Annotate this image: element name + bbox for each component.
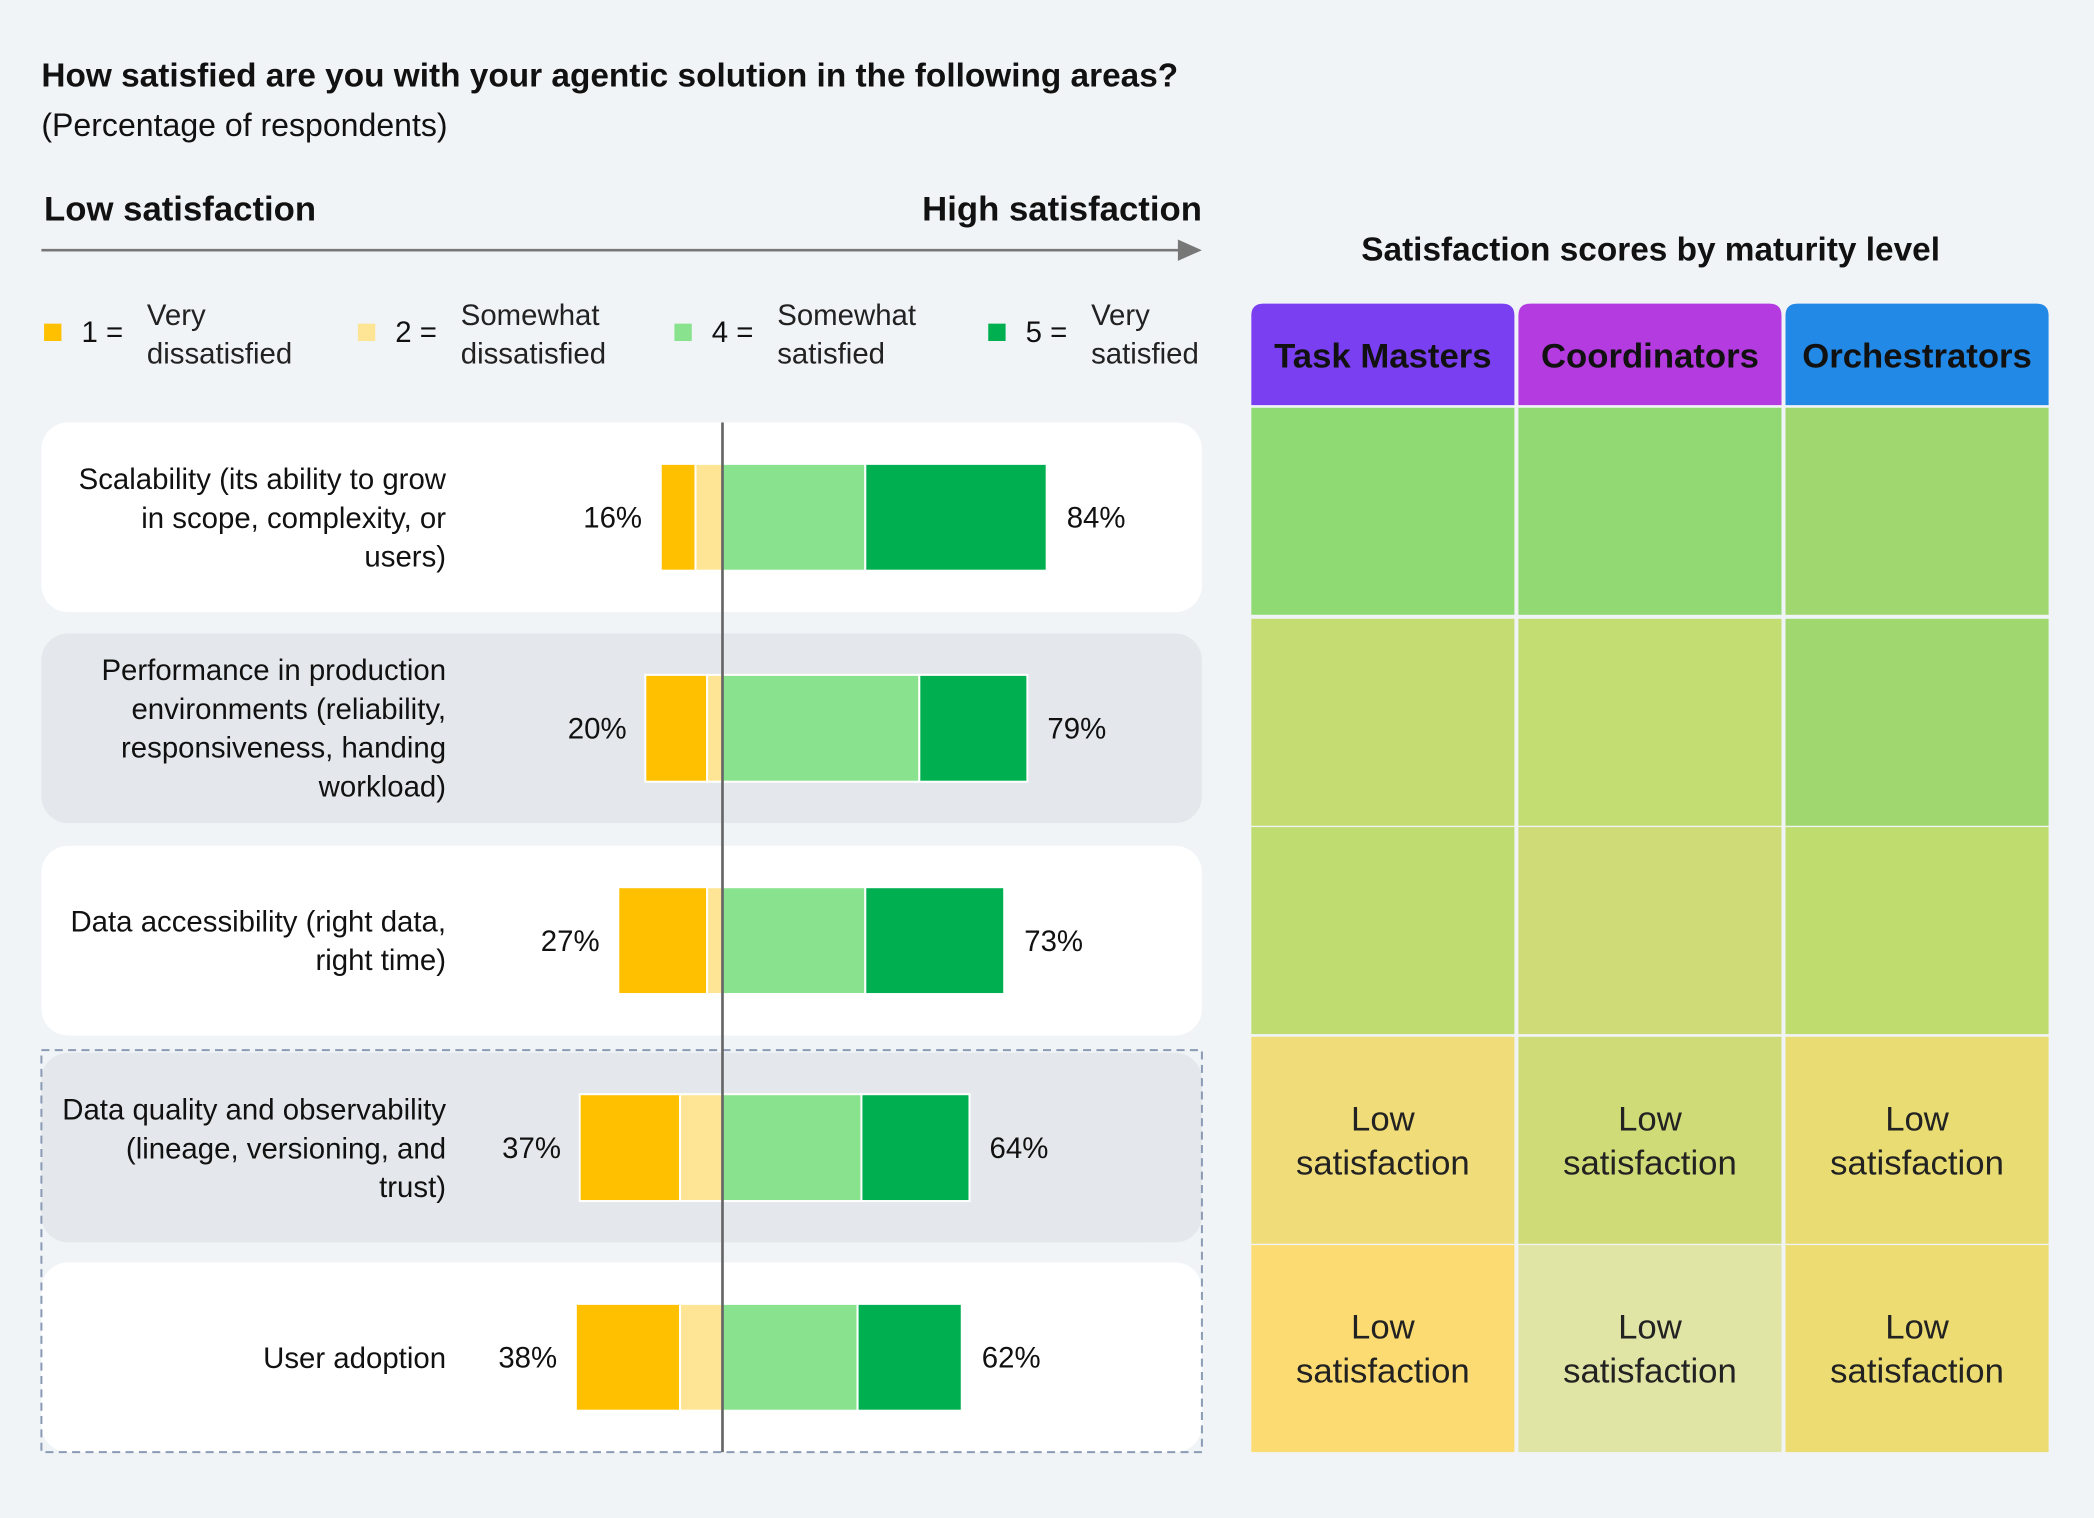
heatmap-cell [1785, 618, 2049, 826]
heatmap-cell-label-box: Low satisfaction [1830, 1097, 2004, 1182]
highlight-box [40, 1049, 1203, 1454]
category-label-box: Scalability (its ability to grow in scop… [78, 461, 447, 573]
bar-segment [721, 886, 867, 996]
heatmap-cell [1785, 827, 2049, 1035]
category-label: Data quality and observability (lineage,… [62, 1092, 447, 1204]
bar-segment [574, 1302, 682, 1412]
bar-segment [578, 1093, 682, 1203]
column-header [1251, 303, 1515, 406]
legend-key: 4 = [712, 316, 754, 349]
legend-key: 2 = [395, 316, 437, 349]
heatmap-cell-label-box: Low satisfaction [1296, 1305, 1470, 1391]
bar-segment [918, 673, 1029, 783]
bar-segment [706, 673, 724, 783]
legend-swatch [44, 323, 62, 342]
heatmap-cell-label: Low satisfaction [1296, 1097, 1470, 1182]
bar-segment [860, 1093, 971, 1203]
heatmap-cell [1785, 1245, 2049, 1453]
bar-segment [706, 886, 724, 996]
low-total-label: 38% [498, 1342, 557, 1375]
high-total-label: 79% [1047, 713, 1106, 746]
heatmap-cell-label-box: Low satisfaction [1563, 1305, 1737, 1391]
bar-segment [721, 462, 867, 572]
legend-label-box: Very dissatisfied [146, 298, 293, 371]
heatmap-cell [1518, 618, 1782, 826]
heatmap-cell-label: Low satisfaction [1296, 1305, 1470, 1391]
legend-label-box: Somewhat satisfied [777, 298, 917, 371]
legend-label-box: Somewhat dissatisfied [460, 298, 607, 371]
category-label: Data accessibility (right data, right ti… [70, 904, 447, 977]
heatmap-cell [1251, 407, 1515, 615]
bar-segment [679, 1093, 724, 1203]
bar-segment [659, 462, 697, 572]
heatmap-cell [1785, 1036, 2049, 1244]
column-header-label: Task Masters [1274, 338, 1491, 376]
heatmap-cell-label: Low satisfaction [1830, 1097, 2004, 1182]
heatmap-cell [1518, 407, 1782, 615]
category-label-box: User adoption [263, 1340, 447, 1374]
heatmap-cell-label: Low satisfaction [1563, 1305, 1737, 1391]
heatmap-cell [1251, 618, 1515, 826]
heatmap-cell [1251, 827, 1515, 1035]
legend-label: Somewhat dissatisfied [460, 298, 607, 371]
axis-low-label: Low satisfaction [44, 191, 316, 229]
bar-segment [617, 886, 709, 996]
axis-arrow-head [1177, 239, 1202, 261]
low-total-label: 27% [541, 925, 600, 958]
column-header [1518, 303, 1782, 406]
heatmap-cell [1518, 827, 1782, 1035]
bar-segment [644, 673, 709, 783]
low-total-label: 37% [502, 1132, 561, 1165]
heatmap-cell [1518, 1036, 1782, 1244]
legend-swatch [357, 323, 376, 342]
bar-segment [721, 673, 921, 783]
legend-label: Very satisfied [1091, 298, 1199, 371]
heatmap-cell-label-box: Low satisfaction [1830, 1305, 2004, 1391]
high-total-label: 84% [1067, 502, 1126, 535]
low-total-label: 16% [583, 502, 642, 535]
high-total-label: 64% [990, 1132, 1049, 1165]
bars: 16% 84% 20% 79% 27% 73% 37% 64% 38% 62% [498, 422, 1126, 1453]
low-total-label: 20% [568, 713, 627, 746]
bar-segment [864, 886, 1006, 996]
column-header [1785, 303, 2049, 406]
legend-key: 1 = [81, 316, 123, 349]
chart-subtitle: (Percentage of respondents) [41, 107, 447, 143]
heatmap-cell [1251, 1245, 1515, 1453]
axis-high-label: High satisfaction [922, 191, 1202, 229]
column-header-label: Coordinators [1541, 338, 1759, 376]
heatmap-title: Satisfaction scores by maturity level [1361, 231, 1940, 268]
bar-segment [864, 462, 1048, 572]
heatmap-cell [1785, 407, 2049, 615]
heatmap-cell-label-box: Low satisfaction [1296, 1097, 1470, 1182]
category-label: Performance in production environments (… [101, 653, 447, 804]
category-label: User adoption [263, 1340, 447, 1374]
category-label: Scalability (its ability to grow in scop… [78, 461, 447, 573]
legend-swatch [674, 323, 692, 342]
category-label-box: Data quality and observability (lineage,… [62, 1092, 447, 1204]
category-label-box: Data accessibility (right data, right ti… [70, 904, 447, 977]
high-total-label: 73% [1024, 925, 1083, 958]
heatmap: Task Masters Coordinators Orchestrators Low… [1251, 303, 2049, 1453]
legend-key: 5 = [1026, 316, 1068, 349]
heatmap-cell-label-box: Low satisfaction [1563, 1097, 1737, 1182]
legend-label: Very dissatisfied [146, 298, 293, 371]
high-total-label: 62% [982, 1342, 1041, 1375]
heatmap-cell-label: Low satisfaction [1563, 1097, 1737, 1182]
bar-segment [694, 462, 724, 572]
column-header-label: Orchestrators [1802, 338, 2032, 376]
bar-segment [679, 1302, 724, 1412]
legend-label-box: Very satisfied [1091, 298, 1199, 371]
category-label-box: Performance in production environments (… [101, 653, 447, 804]
legend-swatch [988, 323, 1006, 342]
bar-segment [721, 1302, 859, 1412]
heatmap-cell [1251, 1036, 1515, 1244]
bar-segment [856, 1302, 963, 1412]
chart-title: How satisfied are you with your agentic … [41, 58, 1178, 95]
heatmap-cell-label: Low satisfaction [1830, 1305, 2004, 1391]
heatmap-cell [1518, 1245, 1782, 1453]
bar-segment [721, 1093, 863, 1203]
legend-label: Somewhat satisfied [777, 298, 917, 371]
